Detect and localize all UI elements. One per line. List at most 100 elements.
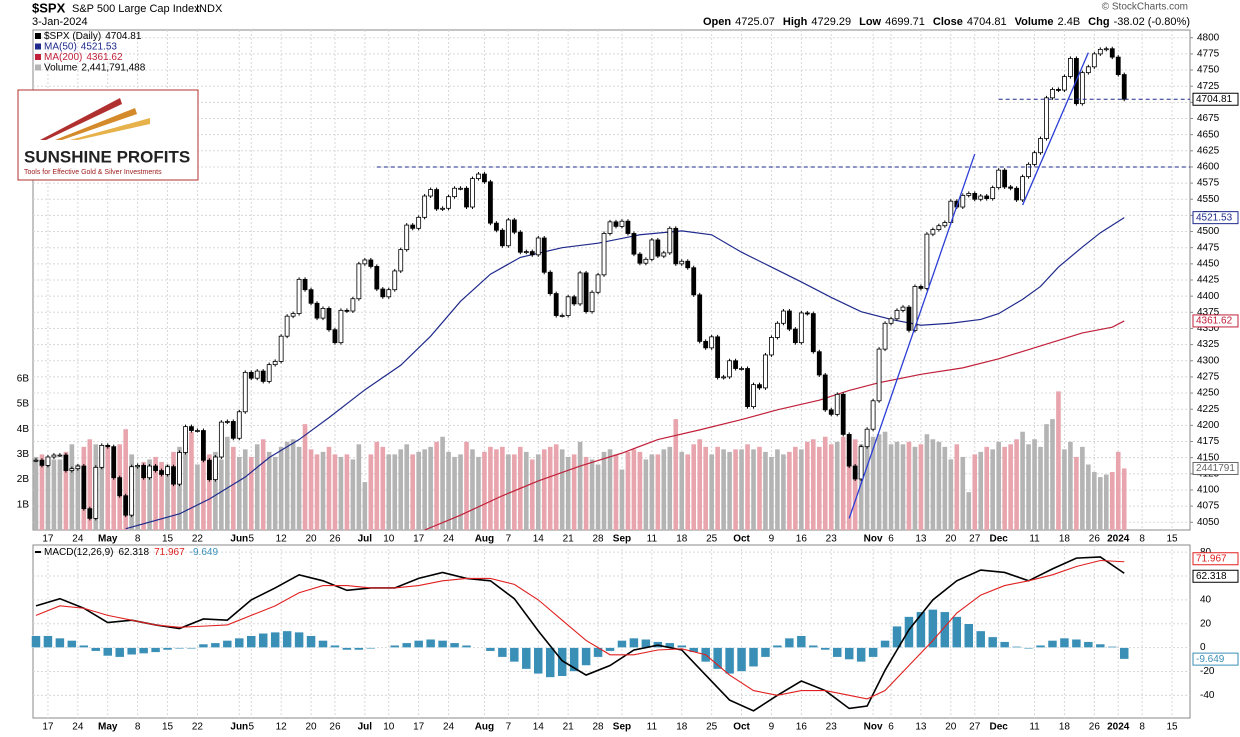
value-box: 4704.81 <box>1192 92 1239 106</box>
y-tick-label: 4275 <box>1197 372 1220 383</box>
volume-bar <box>51 459 57 530</box>
volume-bar <box>386 454 392 530</box>
candle <box>541 237 547 273</box>
candle <box>218 421 224 458</box>
trend-line <box>1021 52 1089 206</box>
histogram-bar <box>485 647 496 652</box>
candle <box>434 189 440 210</box>
candle <box>314 302 320 319</box>
volume-bar <box>960 456 966 530</box>
volume-bar <box>894 441 900 530</box>
x-tick-label: 15 <box>1166 722 1178 733</box>
volume-bar <box>1103 474 1109 530</box>
histogram-bar <box>987 636 998 648</box>
histogram-bar <box>258 633 268 648</box>
legend-name: MA(50) <box>44 41 77 52</box>
candle <box>906 306 912 331</box>
candle <box>452 187 457 198</box>
candle <box>505 219 511 247</box>
volume-bar <box>996 441 1001 530</box>
volume-bar <box>876 434 882 530</box>
macd-legend: MACD(12,26,9) 62.318 71.967 -9.649 <box>44 547 218 558</box>
x-tick-label: 27 <box>969 534 981 545</box>
volume-bar <box>278 446 284 530</box>
histogram-bar <box>1047 640 1058 648</box>
histogram-bar <box>282 630 292 648</box>
histogram-bar <box>892 625 902 648</box>
candle <box>529 251 535 256</box>
volume-bar <box>416 451 421 530</box>
x-tick-label: May <box>98 534 118 545</box>
histogram-bar <box>557 647 567 677</box>
source: © StockCharts.com <box>1102 2 1188 13</box>
candle <box>870 400 876 430</box>
candle <box>266 364 272 382</box>
x-tick-label: 20 <box>945 534 957 545</box>
volume-bar <box>972 454 978 530</box>
volume-bar <box>512 454 517 530</box>
candle <box>81 465 87 510</box>
candle <box>966 193 972 196</box>
histogram-bar <box>605 647 615 652</box>
candle <box>571 296 577 305</box>
volume-bar <box>715 446 720 530</box>
candle <box>392 270 398 291</box>
volume-bar <box>882 431 888 530</box>
histogram-bar <box>509 647 520 663</box>
candle <box>984 195 990 200</box>
candle <box>1014 187 1019 201</box>
candle <box>846 433 852 467</box>
volume-bar <box>153 456 158 530</box>
histogram-bar <box>150 647 161 653</box>
y-tick-label: 4250 <box>1197 388 1220 399</box>
candle <box>631 233 637 255</box>
histogram-bar <box>102 647 113 657</box>
volume-bar <box>428 446 433 530</box>
volume-bar <box>87 439 93 530</box>
x-tick-label: 11 <box>1029 722 1040 733</box>
volume-bar <box>793 446 798 530</box>
logo-ray <box>40 98 122 140</box>
volume-bar <box>506 454 511 530</box>
candle <box>488 181 493 224</box>
volume-bar <box>978 451 984 530</box>
histogram-bar <box>904 616 914 648</box>
legend-entry: MA(50) 4521.53 <box>44 41 117 52</box>
volume-bar <box>452 456 457 530</box>
volume-bar <box>195 464 200 530</box>
x-tick-label: Jun <box>230 534 248 545</box>
x-tick-label: 8 <box>135 534 141 545</box>
histogram-bar <box>677 644 687 648</box>
volume-bar <box>488 446 493 530</box>
volume-bar <box>1038 446 1043 530</box>
volume-bar <box>231 446 236 530</box>
histogram-bar <box>461 644 472 648</box>
x-tick-label: Oct <box>733 534 750 545</box>
histogram-bar <box>581 647 591 666</box>
candle <box>625 220 631 234</box>
candle <box>553 293 559 316</box>
histogram-bar <box>1059 637 1070 648</box>
candle <box>733 360 738 369</box>
volume-bar <box>769 456 774 530</box>
candle <box>1115 56 1121 75</box>
legend-name: Volume <box>44 62 78 73</box>
value-box-bg <box>1192 314 1239 328</box>
x-tick-label: 8 <box>1139 722 1145 733</box>
histogram-bar <box>126 647 137 656</box>
volume-bar <box>105 446 111 530</box>
exchange: INDX <box>196 3 223 15</box>
candle <box>577 272 583 305</box>
x-tick-label: 21 <box>563 722 575 733</box>
macd-legend-value: 71.967 <box>154 547 185 558</box>
volume-bar <box>476 456 481 530</box>
volume-bar <box>338 456 344 530</box>
volume-bar <box>302 424 308 530</box>
y-tick-label: 4800 <box>1197 32 1220 43</box>
candle <box>248 371 254 379</box>
volume-bar <box>811 439 816 530</box>
volume-bar <box>201 459 206 530</box>
volume-bar <box>446 451 451 530</box>
volume-bar <box>936 441 942 530</box>
histogram-bar <box>784 637 795 648</box>
